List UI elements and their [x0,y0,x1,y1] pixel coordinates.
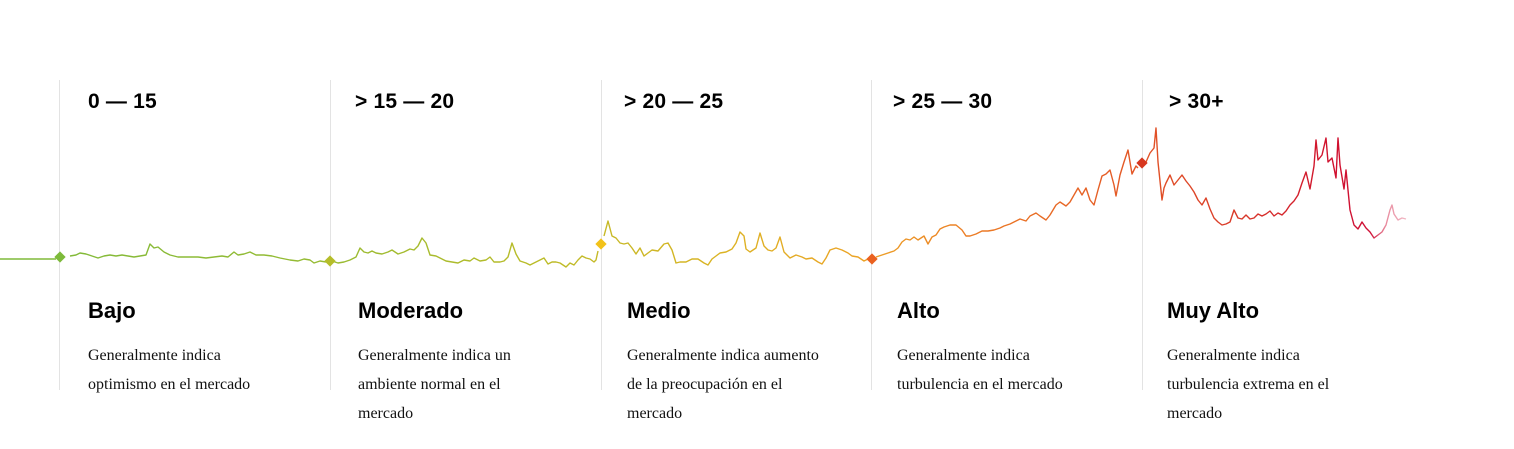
range-label-alto: > 25 — 30 [893,90,993,113]
range-label-muy-alto: > 30+ [1169,90,1224,113]
level-description-muy-alto: Generalmente indica turbulencia extrema … [1167,347,1330,422]
level-title-bajo: Bajo [88,298,136,323]
divider-3 [601,80,602,390]
divider-5 [1142,80,1143,390]
marker-alto-diamond [866,253,878,265]
range-label-bajo: 0 — 15 [88,90,157,113]
level-description-bajo: Generalmente indica optimismo en el merc… [88,347,251,393]
marker-bajo-diamond [54,251,66,263]
divider-1 [59,80,60,390]
range-label-moderado: > 15 — 20 [355,90,455,113]
marker-moderado-diamond [324,255,336,267]
range-label-medio: > 20 — 25 [624,90,724,113]
vix-series-line [0,127,1407,268]
level-title-medio: Medio [627,298,691,323]
level-title-alto: Alto [897,298,940,323]
level-description-alto: Generalmente indica turbulencia en el me… [897,347,1063,393]
level-title-muy-alto: Muy Alto [1167,298,1260,323]
threshold-markers [54,157,1148,267]
marker-medio-diamond [595,238,607,250]
divider-4 [871,80,872,390]
divider-2 [330,80,331,390]
level-title-moderado: Moderado [358,298,464,323]
level-description-moderado: Generalmente indica un ambiente normal e… [358,347,511,422]
level-description-medio: Generalmente indica aumento de la preocu… [627,347,819,422]
marker-muy-alto-diamond [1136,157,1148,169]
